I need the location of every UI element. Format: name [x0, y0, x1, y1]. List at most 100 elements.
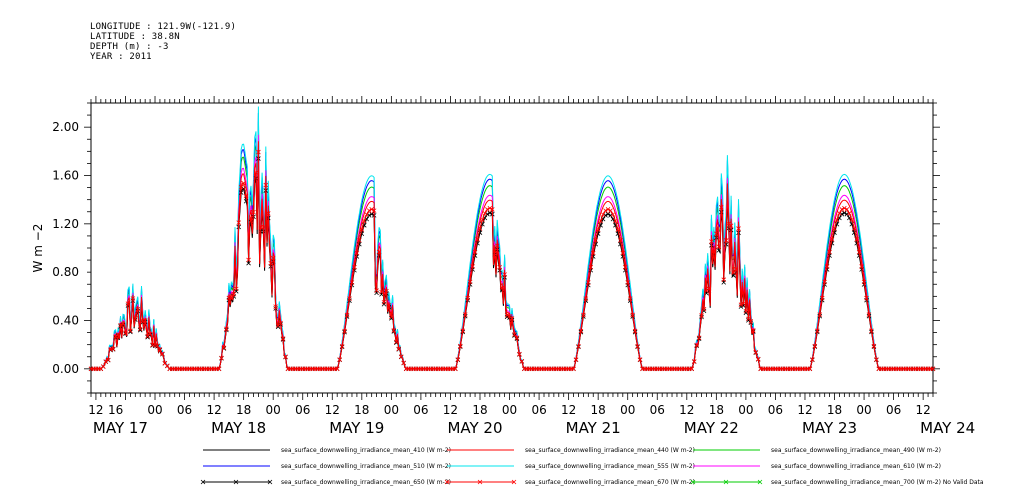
x-tick-label: 00: [738, 403, 753, 417]
date-label: MAY 18: [211, 419, 266, 437]
series-marker: [743, 310, 749, 316]
legend-label: sea_surface_downwelling_irradiance_mean_…: [281, 479, 451, 486]
x-tick-label: 06: [531, 403, 546, 417]
x-tick-label: 12: [325, 403, 340, 417]
series-marker: [834, 217, 840, 223]
series-marker: [147, 331, 153, 337]
longitude-label: LONGITUDE : 121.9W(-121.9): [90, 22, 237, 32]
date-label: MAY 17: [93, 419, 148, 437]
series-marker: [812, 343, 818, 349]
series-marker: [497, 264, 502, 270]
series-marker: [723, 238, 729, 243]
legend-marker: [511, 479, 517, 485]
series-marker: [280, 336, 286, 341]
x-tick-label: 00: [620, 403, 635, 417]
series-marker: [856, 249, 862, 255]
series-marker: [233, 286, 239, 292]
series-marker: [598, 218, 603, 224]
series-marker: [462, 312, 468, 317]
series-marker: [221, 345, 227, 351]
legend-marker: [477, 479, 483, 485]
series-marker: [728, 223, 734, 229]
x-tick-label: 18: [472, 403, 487, 417]
series-marker: [480, 217, 485, 223]
series-marker: [120, 321, 126, 327]
latitude-label: LATITUDE : 38.8N: [90, 32, 180, 42]
legend-label: sea_surface_downwelling_irradiance_mean_…: [281, 463, 451, 470]
series-marker: [837, 211, 842, 216]
series-marker: [246, 260, 251, 266]
series-marker: [485, 211, 490, 217]
series-marker: [571, 366, 576, 372]
series-marker: [736, 226, 741, 231]
x-tick-label: 00: [384, 403, 399, 417]
series-marker: [465, 295, 470, 301]
series-marker: [519, 358, 525, 364]
series-marker: [155, 343, 160, 348]
series-marker: [514, 335, 520, 341]
metadata-header: LONGITUDE : 121.9W(-121.9) LATITUDE : 38…: [90, 22, 236, 62]
legend-marker: [233, 479, 239, 485]
x-tick-label: 06: [650, 403, 665, 417]
series-marker: [105, 357, 111, 363]
x-tick-label: 12: [206, 403, 221, 417]
series-marker: [492, 248, 498, 254]
series-marker: [509, 316, 515, 321]
series-marker: [135, 306, 141, 312]
x-tick-label: 00: [147, 403, 162, 417]
series-line: [91, 134, 933, 370]
series-marker: [743, 308, 749, 314]
series-marker: [470, 264, 475, 269]
series-marker: [118, 322, 123, 328]
series-marker: [859, 264, 864, 269]
series-marker: [573, 357, 579, 362]
series-marker: [359, 227, 365, 232]
series-marker: [251, 209, 256, 215]
x-tick-label: 12: [88, 403, 103, 417]
series-marker: [842, 210, 847, 216]
series-marker: [864, 295, 869, 301]
series-marker: [699, 313, 704, 318]
series-marker: [632, 328, 638, 334]
series-marker: [130, 296, 136, 301]
series-marker: [394, 339, 399, 345]
series-marker: [869, 328, 874, 334]
series-line: [91, 151, 933, 370]
series-marker: [364, 212, 370, 217]
series-marker: [352, 264, 357, 270]
series-marker: [243, 193, 249, 199]
series-marker: [137, 326, 143, 332]
series-marker: [819, 295, 825, 301]
series-marker: [160, 351, 165, 357]
series-marker: [718, 205, 724, 210]
legend-marker: [723, 479, 729, 485]
series-marker: [349, 280, 355, 285]
series-marker: [128, 329, 133, 335]
series-marker: [583, 296, 589, 301]
series-marker: [711, 249, 717, 254]
y-tick-label: 0.80: [52, 265, 79, 279]
series-marker: [721, 277, 727, 282]
series-marker: [822, 279, 827, 285]
series-marker: [490, 207, 495, 212]
series-marker: [123, 330, 128, 335]
series-marker: [504, 312, 510, 318]
series-marker: [101, 364, 106, 369]
series-marker: [517, 351, 522, 357]
series-marker: [930, 366, 936, 372]
series-marker: [389, 314, 394, 320]
series-marker: [157, 347, 163, 352]
x-tick-label: 12: [679, 403, 694, 417]
x-tick-label: 06: [177, 403, 192, 417]
series-marker: [849, 217, 855, 223]
series-marker: [731, 270, 736, 275]
series-marker: [455, 357, 461, 362]
series-marker: [369, 211, 374, 217]
series-marker: [637, 357, 643, 362]
series-marker: [755, 356, 761, 362]
series-marker: [618, 238, 623, 243]
series-marker: [578, 328, 584, 334]
series-marker: [261, 224, 266, 230]
series-marker: [401, 360, 406, 366]
x-tick-label: 06: [886, 403, 901, 417]
